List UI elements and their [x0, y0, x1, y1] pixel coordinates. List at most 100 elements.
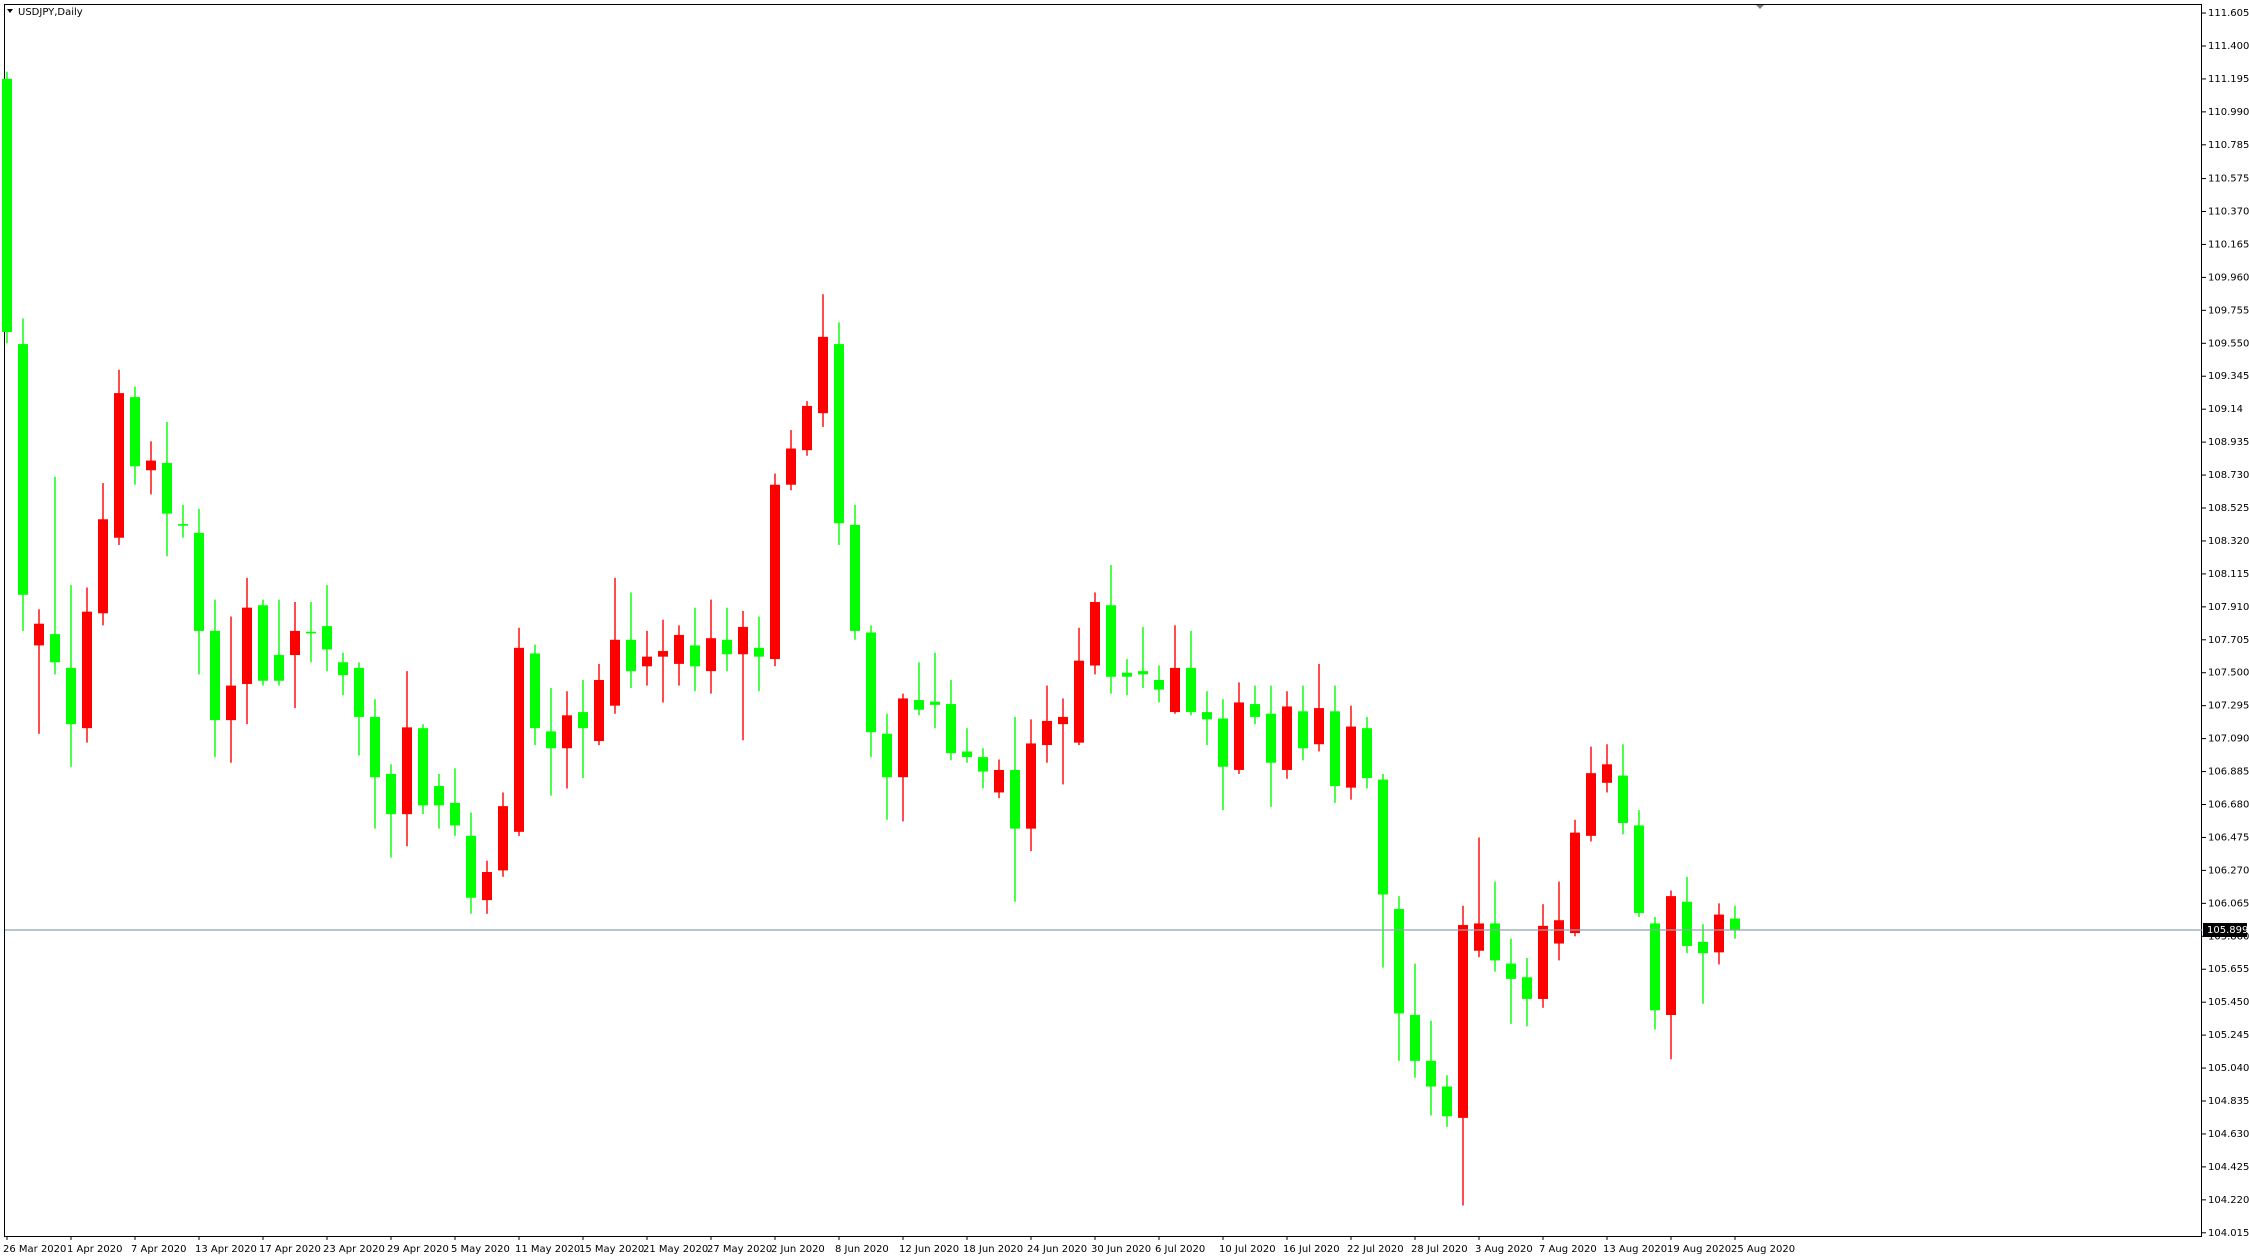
candle-body [18, 344, 28, 595]
candle-body [514, 647, 524, 832]
y-tick-label: 105.655 [2208, 964, 2249, 975]
candle-body [1234, 702, 1244, 770]
candle-body [1218, 718, 1228, 767]
candle-body [754, 647, 764, 657]
candle-body [1138, 671, 1148, 675]
candle-body [1202, 712, 1212, 720]
y-tick-label: 110.575 [2208, 174, 2249, 185]
candle-body [1474, 923, 1484, 951]
candle-body [1378, 779, 1388, 895]
candle-body [1346, 726, 1356, 788]
candle-body [578, 712, 588, 729]
candle-body [802, 405, 812, 451]
y-tick-label: 110.370 [2208, 207, 2249, 218]
x-tick-label: 19 Aug 2020 [1667, 1244, 1731, 1255]
candle-body [610, 639, 620, 706]
candle-body [1074, 660, 1084, 743]
candle-body [1650, 923, 1660, 1011]
candle-body [386, 773, 396, 815]
y-tick-label: 107.500 [2208, 668, 2249, 679]
candle-body [1122, 672, 1132, 677]
candle-body [1042, 720, 1052, 746]
chart-title: USDJPY,Daily [18, 7, 83, 18]
candle-body [1330, 711, 1340, 787]
candle-body [130, 397, 140, 467]
price-label: 105.899 [2207, 925, 2248, 936]
y-tick-label: 109.345 [2208, 371, 2249, 382]
candle-body [834, 344, 844, 524]
x-tick-label: 12 Jun 2020 [899, 1244, 959, 1255]
candle-body [1090, 602, 1100, 666]
candle-body [898, 698, 908, 778]
candle-body [450, 802, 460, 826]
candle-body [194, 532, 204, 631]
candle-body [434, 786, 444, 806]
candle-body [1106, 605, 1116, 677]
x-tick-label: 5 May 2020 [451, 1244, 510, 1255]
x-tick-label: 18 Jun 2020 [963, 1244, 1023, 1255]
candle-body [82, 611, 92, 729]
candle-body [1570, 832, 1580, 934]
candle-body [242, 607, 252, 684]
candle-body [866, 632, 876, 733]
y-tick-label: 108.525 [2208, 503, 2249, 514]
y-tick-label: 105.245 [2208, 1030, 2249, 1041]
x-tick-label: 17 Apr 2020 [259, 1244, 321, 1255]
y-tick-label: 110.990 [2208, 107, 2249, 118]
candle-body [658, 651, 668, 657]
candle-body [1490, 923, 1500, 961]
candle-body [1010, 769, 1020, 829]
x-tick-label: 22 Jul 2020 [1347, 1244, 1404, 1255]
candle-body [1586, 773, 1596, 836]
y-tick-label: 104.630 [2208, 1129, 2249, 1140]
y-tick-label: 108.320 [2208, 536, 2249, 547]
y-tick-label: 108.935 [2208, 437, 2249, 448]
candle-body [930, 701, 940, 705]
candle-body [226, 685, 236, 721]
candle-body [1298, 711, 1308, 749]
candle-body [290, 630, 300, 656]
candle-body [642, 656, 652, 667]
y-tick-label: 106.885 [2208, 767, 2249, 778]
y-tick-label: 109.550 [2208, 338, 2249, 349]
candle-body [498, 806, 508, 871]
x-tick-label: 11 May 2020 [515, 1244, 580, 1255]
candle-body [1362, 728, 1372, 778]
candle-body [354, 667, 364, 717]
x-tick-label: 26 Mar 2020 [3, 1244, 66, 1255]
candle-body [1506, 963, 1516, 979]
candle-body [1714, 914, 1724, 953]
candle-body [50, 634, 60, 663]
y-tick-label: 107.705 [2208, 635, 2249, 646]
y-tick-label: 104.220 [2208, 1195, 2249, 1206]
x-tick-label: 2 Jun 2020 [771, 1244, 825, 1255]
candle-body [1730, 918, 1740, 931]
y-tick-label: 109.755 [2208, 305, 2249, 316]
candle-body [594, 679, 604, 742]
candle-body [1666, 896, 1676, 1016]
candle-body [338, 662, 348, 676]
symbol-menu-arrow[interactable] [7, 9, 13, 13]
y-tick-label: 106.065 [2208, 898, 2249, 909]
x-tick-label: 6 Jul 2020 [1155, 1244, 1205, 1255]
candle-body [962, 751, 972, 758]
candle-body [530, 653, 540, 729]
x-tick-label: 28 Jul 2020 [1411, 1244, 1468, 1255]
candle-body [722, 639, 732, 655]
x-tick-label: 30 Jun 2020 [1091, 1244, 1151, 1255]
x-tick-label: 24 Jun 2020 [1027, 1244, 1087, 1255]
x-tick-label: 23 Apr 2020 [323, 1244, 385, 1255]
x-tick-label: 8 Jun 2020 [835, 1244, 889, 1255]
candle-body [258, 605, 268, 681]
x-tick-label: 7 Apr 2020 [131, 1244, 186, 1255]
candle-body [1266, 713, 1276, 763]
candle-body [1682, 901, 1692, 946]
x-tick-label: 27 May 2020 [707, 1244, 772, 1255]
candle-body [114, 393, 124, 538]
y-tick-label: 107.295 [2208, 701, 2249, 712]
candle-body [370, 716, 380, 778]
x-tick-label: 3 Aug 2020 [1475, 1244, 1533, 1255]
candle-body [418, 728, 428, 806]
candle-body [1026, 743, 1036, 829]
